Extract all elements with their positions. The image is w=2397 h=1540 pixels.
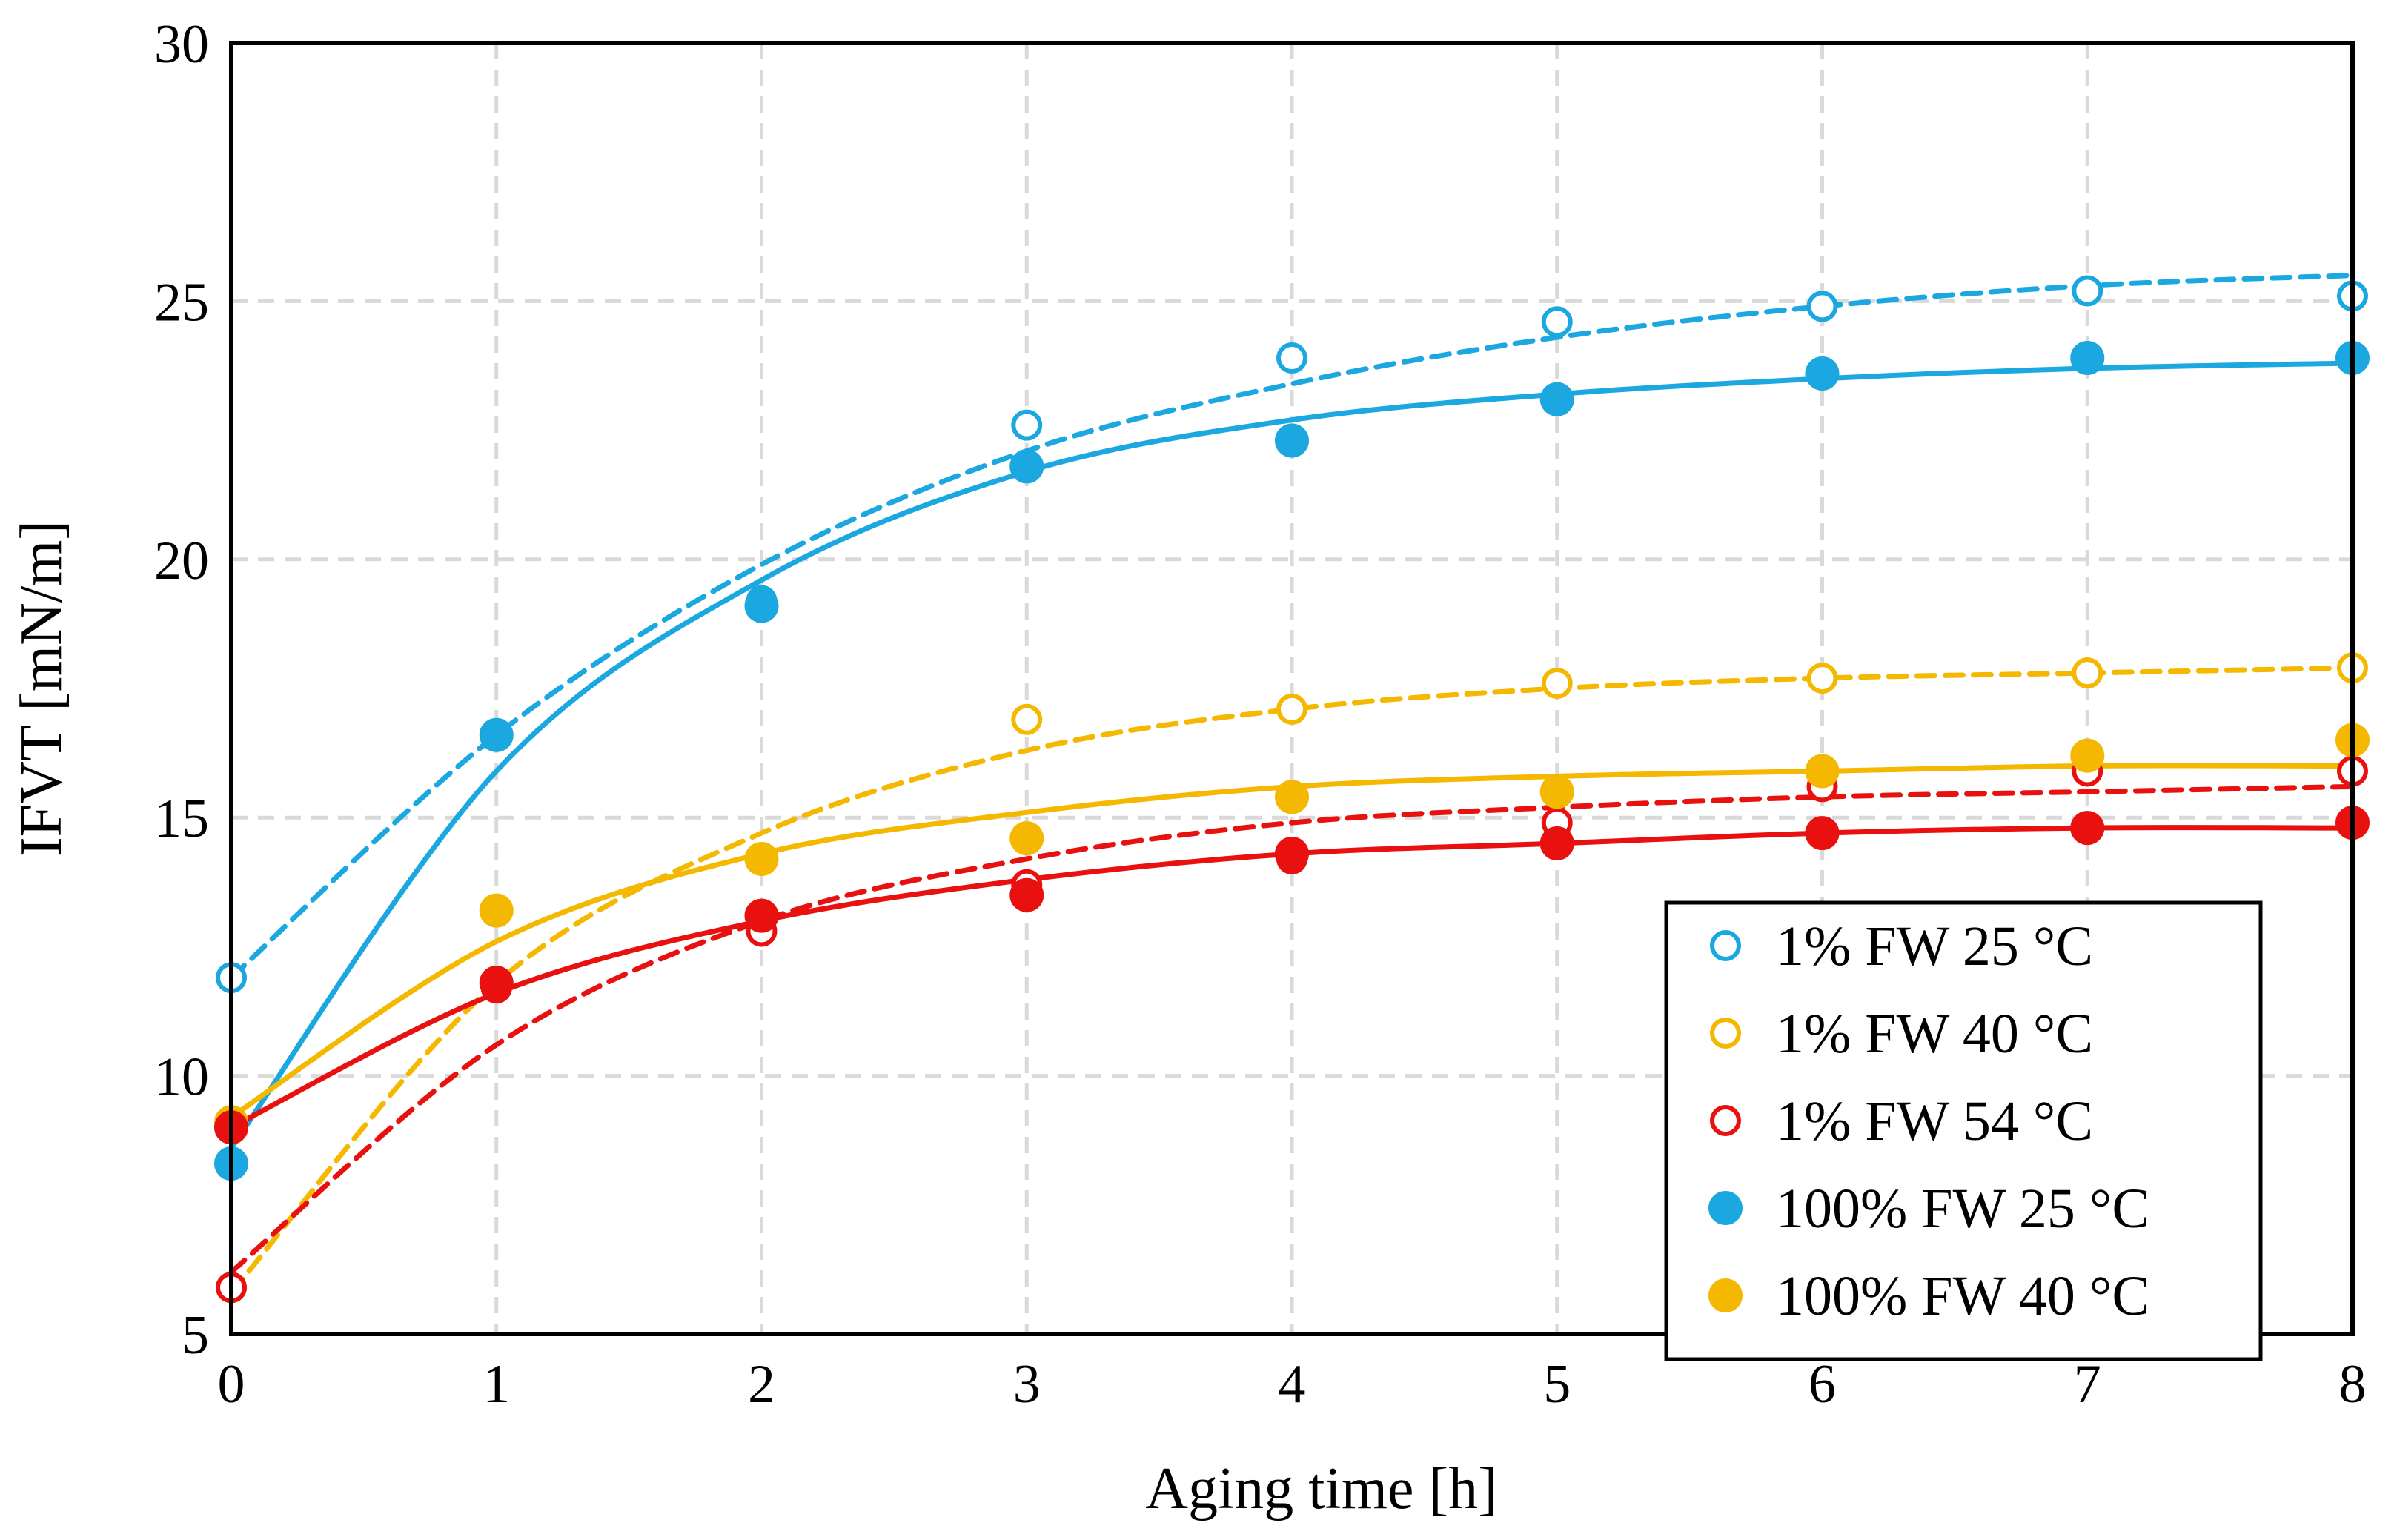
x-tick-label: 4 (1279, 1354, 1306, 1415)
y-tick-label: 15 (154, 789, 209, 849)
fit-line-100-fw-25-c (228, 360, 2355, 1151)
data-point-100-fw-25-c (1805, 356, 1840, 391)
legend-marker (1710, 1105, 1741, 1136)
legend-label: 1% FW 25 °C (1776, 915, 2093, 978)
fit-line-1-fw-54-c (228, 783, 2355, 1275)
data-point-100-fw-40-c (479, 893, 514, 928)
y-axis-title: IFVT [mN/m] (9, 520, 74, 857)
y-tick-label: 5 (182, 1305, 209, 1366)
x-tick-label: 7 (2074, 1354, 2101, 1415)
legend-marker (1708, 1191, 1743, 1225)
legend-marker (1710, 1018, 1741, 1049)
data-point-100-fw-40-c (1805, 754, 1840, 789)
data-point-1-fw-40-c (1806, 663, 1838, 694)
plot-frame (229, 41, 2355, 1336)
legend-label: 1% FW 54 °C (1776, 1090, 2093, 1152)
legend-label: 100% FW 25 °C (1776, 1178, 2149, 1240)
data-point-100-fw-25-c (2070, 341, 2105, 376)
y-tick-label: 20 (154, 531, 209, 591)
data-point-100-fw-25-c (1009, 449, 1044, 484)
data-point-100-fw-40-c (2070, 738, 2105, 773)
data-point-100-fw-54-c (1805, 816, 1840, 851)
data-point-1-fw-40-c (1541, 668, 1573, 700)
data-point-1-fw-40-c (2072, 657, 2103, 689)
y-tick-label: 25 (154, 272, 209, 333)
data-point-100-fw-25-c (479, 717, 514, 752)
data-point-100-fw-40-c (1275, 780, 1309, 814)
data-point-100-fw-54-c (1539, 826, 1574, 861)
data-point-100-fw-54-c (1275, 836, 1309, 871)
fit-line-1-fw-40-c (228, 665, 2355, 1295)
data-point-100-fw-40-c (1009, 821, 1044, 856)
axis-ticks: 0 1 2 3 4 5 6 7 8 5 10 15 20 25 30 (154, 14, 2367, 1415)
data-point-100-fw-54-c (479, 966, 514, 1000)
fit-line-1-fw-25-c (228, 273, 2355, 980)
data-points (214, 275, 2370, 1304)
legend-marker (1708, 1278, 1743, 1312)
data-point-100-fw-54-c (744, 898, 779, 933)
y-tick-label: 30 (154, 14, 209, 75)
y-tick-label: 10 (154, 1047, 209, 1108)
data-point-100-fw-40-c (744, 841, 779, 876)
data-point-1-fw-25-c (1541, 306, 1573, 338)
x-tick-label: 8 (2339, 1354, 2367, 1415)
legend-label: 100% FW 40 °C (1776, 1265, 2149, 1327)
x-tick-label: 6 (1808, 1354, 1836, 1415)
data-point-1-fw-25-c (1276, 342, 1307, 374)
x-tick-label: 5 (1543, 1354, 1571, 1415)
data-point-100-fw-54-c (2070, 811, 2105, 846)
x-tick-label: 2 (748, 1354, 775, 1415)
x-tick-label: 1 (483, 1354, 510, 1415)
data-point-100-fw-25-c (1539, 382, 1574, 416)
data-point-1-fw-40-c (1011, 703, 1043, 735)
data-point-100-fw-25-c (1275, 423, 1309, 458)
data-point-1-fw-25-c (2072, 275, 2103, 307)
legend-label: 1% FW 40 °C (1776, 1003, 2093, 1065)
data-point-100-fw-40-c (1539, 774, 1574, 809)
legend-box (1664, 900, 2263, 1361)
data-point-1-fw-25-c (1806, 291, 1838, 322)
legend: 1% FW 25 °C 1% FW 40 °C 1% FW 54 °C 100% FW… (1664, 900, 2263, 1361)
data-point-1-fw-40-c (1276, 693, 1307, 725)
data-point-100-fw-25-c (744, 588, 779, 623)
x-axis-title: Aging time [h] (1145, 1456, 1497, 1521)
data-point-100-fw-54-c (1009, 877, 1044, 912)
data-point-1-fw-25-c (1011, 409, 1043, 441)
legend-marker (1710, 930, 1741, 961)
x-tick-label: 3 (1013, 1354, 1041, 1415)
x-tick-label: 0 (218, 1354, 245, 1415)
